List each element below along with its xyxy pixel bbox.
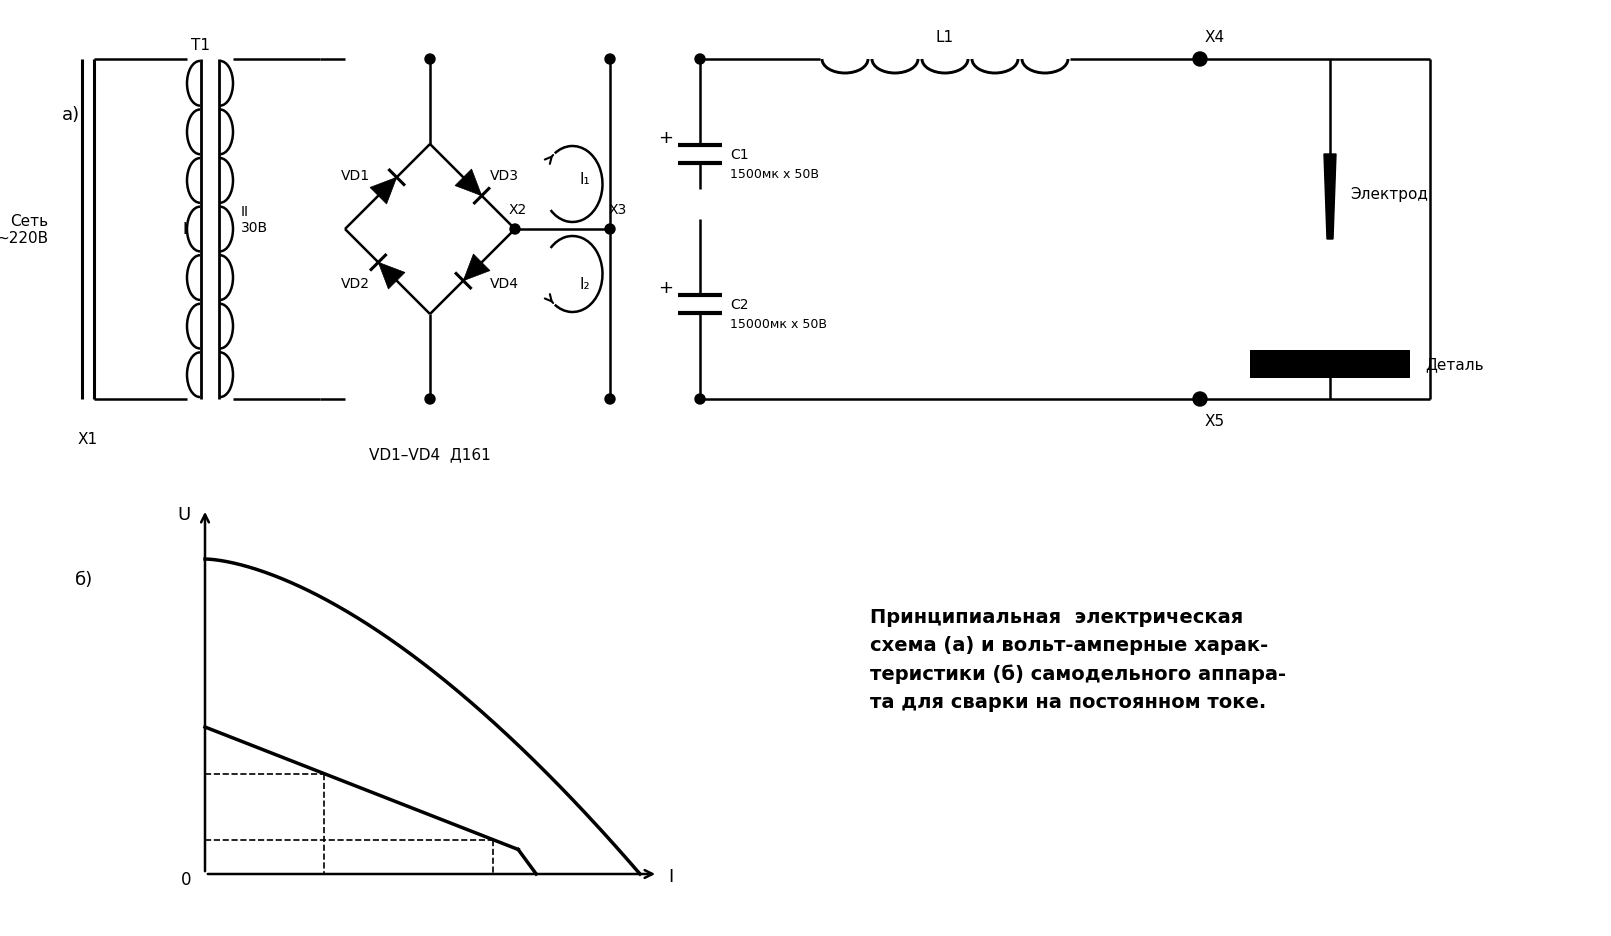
Text: I: I	[182, 222, 187, 237]
Text: б): б)	[76, 570, 93, 589]
Circle shape	[606, 395, 615, 404]
Text: C1: C1	[730, 148, 749, 162]
Text: Принципиальная  электрическая
схема (а) и вольт-амперные харак-
теристики (б) са: Принципиальная электрическая схема (а) и…	[870, 607, 1286, 711]
Text: +: +	[657, 129, 673, 147]
Text: Электрод: Электрод	[1350, 187, 1427, 202]
Text: X5: X5	[1205, 414, 1224, 429]
Text: 0: 0	[180, 870, 192, 888]
Text: T1: T1	[190, 37, 209, 52]
Text: VD1–VD4  Д161: VD1–VD4 Д161	[369, 447, 491, 462]
Polygon shape	[464, 255, 490, 282]
Text: X2: X2	[509, 203, 527, 217]
Polygon shape	[379, 263, 404, 289]
Text: VD4: VD4	[490, 277, 519, 291]
Circle shape	[606, 55, 615, 65]
Text: U: U	[177, 505, 192, 523]
Text: 15000мк х 50В: 15000мк х 50В	[730, 318, 826, 331]
Text: L1: L1	[936, 31, 954, 46]
Text: I₁: I₁	[580, 172, 590, 187]
Text: X3: X3	[609, 203, 627, 217]
Circle shape	[1194, 392, 1207, 406]
Text: I₂: I₂	[580, 277, 590, 292]
Text: а): а)	[61, 106, 81, 124]
Text: Деталь: Деталь	[1426, 358, 1484, 373]
Circle shape	[425, 395, 435, 404]
Text: +: +	[657, 279, 673, 297]
Circle shape	[425, 55, 435, 65]
Circle shape	[606, 225, 615, 235]
Text: Сеть
~220В: Сеть ~220В	[0, 213, 48, 246]
Text: I: I	[669, 867, 673, 885]
Bar	[1250, 351, 1410, 378]
Circle shape	[1194, 53, 1207, 67]
Text: C2: C2	[730, 298, 749, 312]
Polygon shape	[454, 169, 482, 197]
Polygon shape	[371, 178, 396, 205]
Text: X1: X1	[77, 432, 98, 447]
Text: II
30В: II 30В	[242, 205, 267, 235]
Text: 1500мк х 50В: 1500мк х 50В	[730, 168, 818, 182]
Text: VD2: VD2	[342, 277, 371, 291]
Polygon shape	[1324, 154, 1336, 240]
Text: X4: X4	[1205, 31, 1224, 46]
Text: VD1: VD1	[342, 168, 371, 183]
Text: VD3: VD3	[490, 168, 519, 183]
Circle shape	[694, 395, 706, 404]
Circle shape	[694, 55, 706, 65]
Circle shape	[511, 225, 520, 235]
